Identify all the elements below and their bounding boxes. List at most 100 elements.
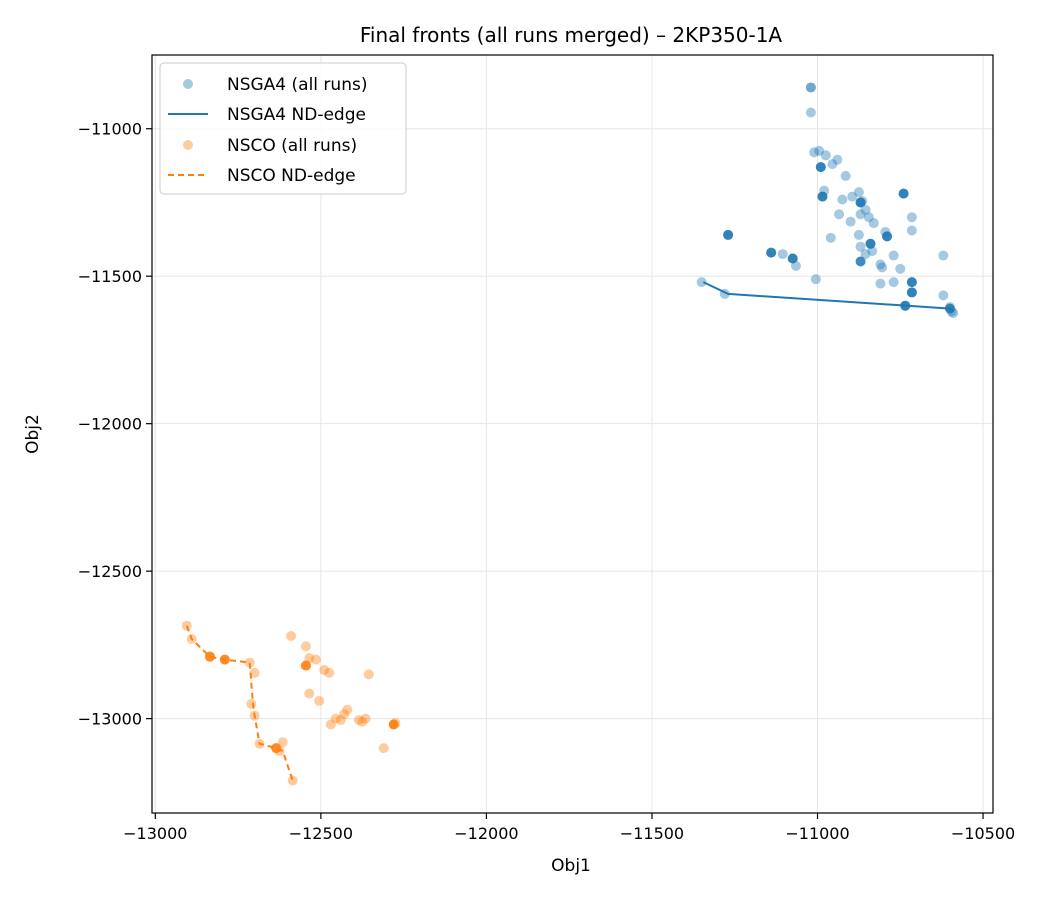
nsco-all-runs-point: [360, 713, 371, 724]
nsga4-all-runs-point: [860, 249, 871, 260]
nsga4-all-runs-point: [820, 150, 831, 161]
nsga4-all-runs-point: [895, 263, 906, 274]
nsga4-all-runs-point: [863, 212, 874, 223]
nsga4-all-runs-point: [845, 216, 856, 227]
y-axis-label: Obj2: [23, 414, 43, 454]
y-tick-label: −11000: [78, 120, 142, 139]
nsga4-all-runs-point: [855, 241, 866, 252]
nsco-all-runs-point: [310, 654, 321, 665]
nsga4-all-runs-point: [810, 274, 821, 285]
nsco-all-runs-point: [244, 657, 255, 668]
nsga4-all-runs-point: [834, 209, 845, 220]
nsga4-all-runs-nd-point: [766, 247, 777, 258]
nsga4-all-runs-point: [875, 278, 886, 289]
nsco-all-runs-point: [339, 709, 350, 720]
nsga4-all-runs-nd-point: [906, 287, 917, 298]
x-tick-label: −12000: [454, 824, 518, 843]
x-tick-label: −10500: [951, 824, 1015, 843]
chart-title: Final fronts (all runs merged) – 2KP350-…: [360, 23, 783, 47]
data-layer: [181, 82, 959, 786]
plot-frame: [151, 54, 994, 814]
x-axis-label: Obj1: [551, 856, 591, 876]
nsco-all-runs-point: [304, 688, 315, 699]
nsco-all-runs-point: [324, 667, 335, 678]
nsga4-all-runs-nd-point: [815, 162, 826, 173]
nsga4-all-runs-point: [888, 277, 899, 288]
x-tick-label: −12500: [289, 824, 353, 843]
nsco-all-runs-point: [330, 713, 341, 724]
nsga4-all-runs-nd-point: [817, 191, 828, 202]
nsga4-all-runs-point: [860, 204, 871, 215]
nsga4-all-runs-point: [938, 250, 949, 261]
nsco-all-runs-point: [325, 719, 336, 730]
nsco-all-runs-point: [378, 743, 389, 754]
nsga4-all-runs-nd-point: [787, 253, 798, 264]
legend-marker-nsga4-points: [183, 79, 193, 89]
y-tick-label: −13000: [78, 710, 142, 729]
nsco-all-runs-point: [353, 715, 364, 726]
nsga4-all-runs-nd-point: [855, 197, 866, 208]
nsco-all-runs-nd-point: [271, 743, 282, 754]
nsga4-all-runs-point: [938, 290, 949, 301]
nsga4-all-runs-point: [906, 225, 917, 236]
nsco-all-runs-point: [246, 698, 257, 709]
nsga4-all-runs-nd-point: [898, 188, 909, 199]
nsga4-all-runs-point: [805, 82, 816, 93]
nsco-nd-edge-line: [185, 625, 294, 781]
nsga4-all-runs-point: [847, 191, 858, 202]
nsga4-all-runs-nd-point: [723, 229, 734, 240]
x-tick-label: −13000: [123, 824, 187, 843]
nsco-all-runs-point: [300, 641, 311, 652]
nsga4-all-runs-nd-point: [882, 231, 893, 242]
nsga4-all-runs-point: [832, 154, 843, 165]
legend-label-nsco-points: NSCO (all runs): [227, 136, 357, 156]
nsga4-all-runs-nd-point: [865, 238, 876, 249]
nsga4-all-runs-point: [868, 218, 879, 229]
nsga4-all-runs-point: [825, 232, 836, 243]
legend-marker-nsco-points: [183, 140, 193, 150]
nsco-all-runs-point: [342, 704, 353, 715]
nsga4-nd-edge-line: [702, 281, 954, 313]
nsga4-all-runs-point: [805, 82, 816, 93]
nsga4-all-runs-point: [827, 159, 838, 170]
nsga4-all-runs-point: [888, 250, 899, 261]
x-tick-label: −11000: [785, 824, 849, 843]
nsga4-all-runs-nd-point: [855, 256, 866, 267]
legend: NSGA4 (all runs) NSGA4 ND-edge NSCO (all…: [159, 62, 407, 195]
nsga4-all-runs-point: [777, 249, 788, 260]
nsga4-all-runs-point: [814, 145, 825, 156]
nsga4-all-runs-point: [855, 209, 866, 220]
nsco-all-runs-point: [249, 667, 260, 678]
y-tick-label: −12000: [78, 415, 142, 434]
nsco-all-runs-point: [319, 664, 330, 675]
nsco-all-runs-nd-point: [388, 719, 399, 730]
nsga4-all-runs-point: [877, 262, 888, 273]
nsco-all-runs-point: [314, 695, 325, 706]
legend-label-nsco-edge: NSCO ND-edge: [227, 166, 356, 186]
legend-label-nsga4-points: NSGA4 (all runs): [227, 75, 367, 95]
nsco-all-runs-point: [287, 775, 298, 786]
nsga4-all-runs-point: [875, 259, 886, 270]
nsco-all-runs-point: [363, 669, 374, 680]
nsco-all-runs-point: [286, 631, 297, 642]
y-tick-label: −11500: [78, 267, 142, 286]
nsga4-all-runs-point: [696, 277, 707, 288]
legend-label-nsga4-edge: NSGA4 ND-edge: [227, 105, 366, 125]
nsco-all-runs-point: [357, 716, 368, 727]
x-tick-label: −11500: [620, 824, 684, 843]
nsga4-all-runs-point: [805, 107, 816, 118]
nsga4-all-runs-point: [809, 147, 820, 158]
nsco-all-runs-nd-point: [204, 651, 215, 662]
nsco-all-runs-nd-point: [300, 660, 311, 671]
nsga4-all-runs-point: [853, 229, 864, 240]
nsco-all-runs-point: [335, 715, 346, 726]
nsga4-all-runs-point: [837, 194, 848, 205]
nsco-all-runs-point: [181, 620, 192, 631]
nsga4-all-runs-point: [906, 212, 917, 223]
nsga4-all-runs-point: [840, 170, 851, 181]
axes-layer: −13000 −12500 −12000 −11500 −11000 −10500 −130…: [78, 120, 1016, 843]
nsga4-all-runs-nd-point: [906, 277, 917, 288]
nsco-all-runs-point: [277, 737, 288, 748]
